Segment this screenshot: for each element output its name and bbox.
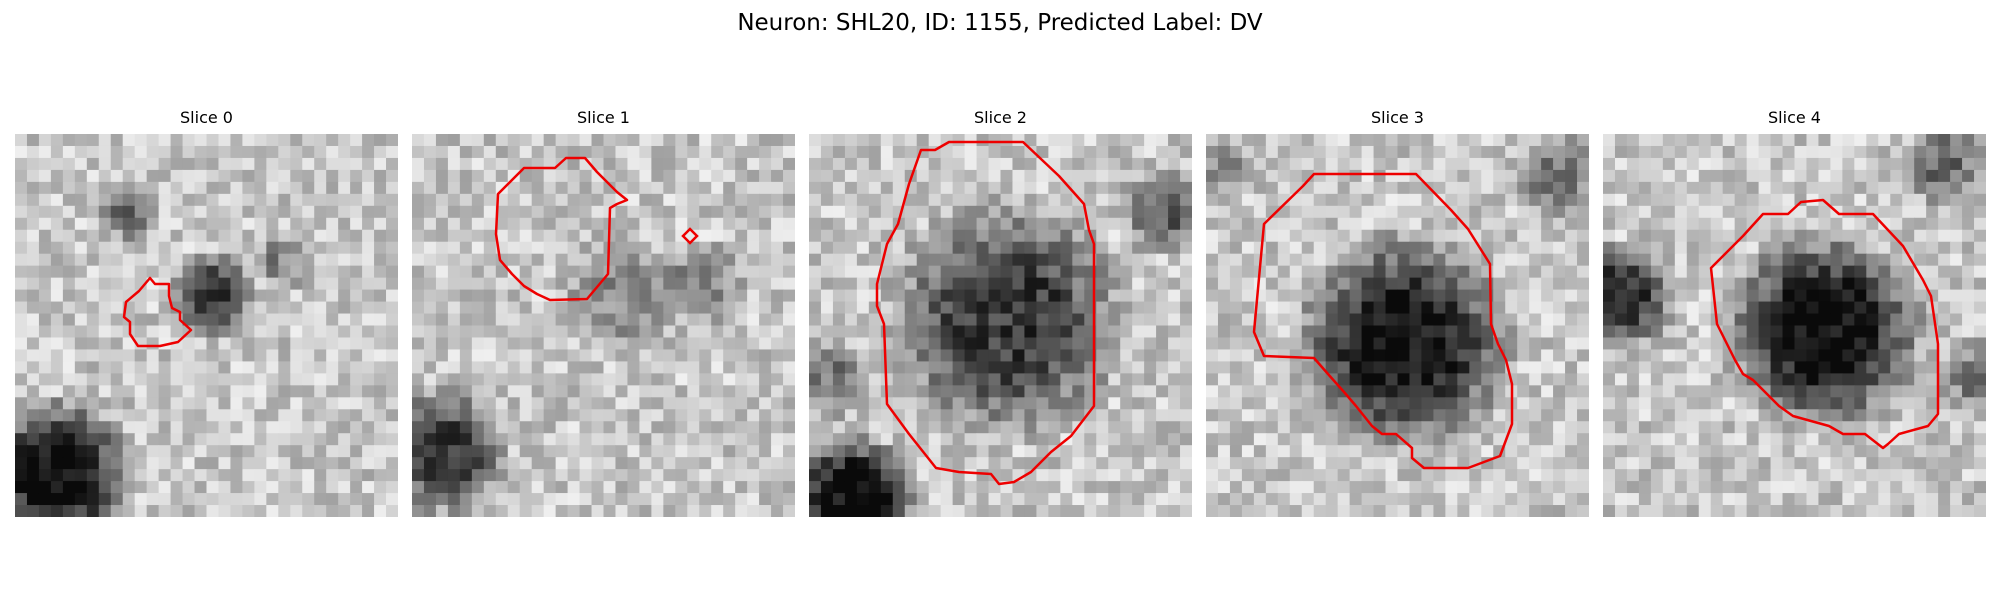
segmentation-contour: [1252, 172, 1514, 470]
slice-2-image: [809, 134, 1192, 517]
segmentation-contour: [875, 140, 1096, 486]
slice-panel-1: Slice 1: [412, 108, 795, 517]
segmentation-contour: [1709, 198, 1940, 450]
slice-title: Slice 2: [974, 108, 1027, 127]
slice-panel-3: Slice 3: [1206, 108, 1589, 517]
segmentation-contour: [494, 156, 629, 302]
segmentation-contour-fragment: [681, 227, 699, 245]
slice-3-image: [1206, 134, 1589, 517]
segmentation-contour: [122, 276, 193, 348]
slice-panel-2: Slice 2: [809, 108, 1192, 517]
slice-4-image: [1603, 134, 1986, 517]
figure-title: Neuron: SHL20, ID: 1155, Predicted Label…: [737, 10, 1263, 36]
slice-panel-0: Slice 0: [15, 108, 398, 517]
slice-panel-4: Slice 4: [1603, 108, 1986, 517]
slice-title: Slice 0: [180, 108, 233, 127]
slice-title: Slice 4: [1768, 108, 1821, 127]
slice-0-image: [15, 134, 398, 517]
slice-1-image: [412, 134, 795, 517]
slice-title: Slice 3: [1371, 108, 1424, 127]
slice-title: Slice 1: [577, 108, 630, 127]
